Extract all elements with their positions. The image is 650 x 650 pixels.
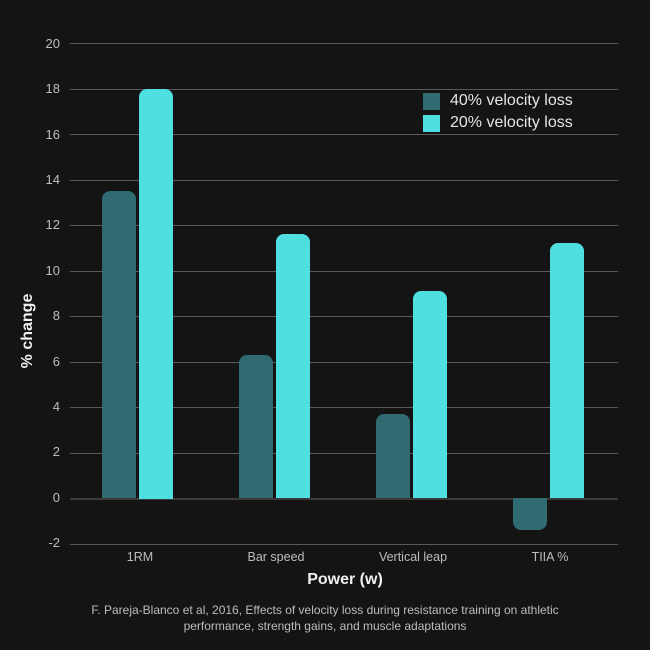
bar-vertical-leap-40 (376, 414, 410, 498)
bar-1rm-40 (102, 191, 136, 498)
x-axis-label: Power (w) (307, 571, 383, 588)
gridline (70, 43, 618, 44)
y-tick: 8 (52, 308, 60, 323)
gridline (70, 407, 618, 408)
legend-label: 20% velocity loss (450, 114, 573, 131)
y-tick: 0 (52, 490, 60, 505)
gridline (70, 134, 618, 135)
bar-vertical-leap-20 (413, 291, 447, 498)
bar-bar-speed-20 (276, 234, 310, 498)
x-tick: 1RM (126, 550, 154, 564)
y-tick: 16 (45, 127, 60, 142)
x-tick: Bar speed (247, 550, 305, 564)
legend-swatch-icon (423, 114, 440, 132)
legend-item-40: 40% velocity loss (423, 90, 573, 112)
gridline (70, 316, 618, 317)
y-tick: 4 (52, 399, 60, 414)
y-tick: 2 (52, 444, 60, 459)
y-tick: -2 (48, 535, 60, 550)
legend-swatch-icon (423, 92, 440, 110)
bar-1rm-20 (139, 89, 173, 499)
y-tick: 20 (45, 36, 60, 51)
x-tick: TIIA % (531, 550, 569, 564)
bar-bar-speed-40 (239, 355, 273, 498)
gridline (70, 544, 618, 545)
gridline (70, 498, 618, 500)
gridline (70, 453, 618, 454)
gridline (70, 225, 618, 226)
gridline (70, 180, 618, 181)
bar-tiia--40 (513, 498, 547, 530)
x-tick: Vertical leap (378, 550, 448, 564)
gridline (70, 271, 618, 272)
gridline (70, 89, 618, 90)
y-axis-label: % change (19, 293, 36, 369)
source-caption: F. Pareja-Blanco et al, 2016, Effects of… (91, 603, 559, 633)
legend-item-20: 20% velocity loss (423, 112, 573, 134)
gridline (70, 362, 618, 363)
legend-label: 40% velocity loss (450, 92, 573, 109)
legend: 40% velocity loss 20% velocity loss (423, 90, 573, 134)
y-tick: 12 (45, 217, 60, 232)
y-tick: 14 (45, 172, 60, 187)
y-tick: 10 (45, 263, 60, 278)
bar-tiia--20 (550, 243, 584, 498)
y-tick: 18 (45, 81, 60, 96)
y-tick: 6 (52, 354, 60, 369)
